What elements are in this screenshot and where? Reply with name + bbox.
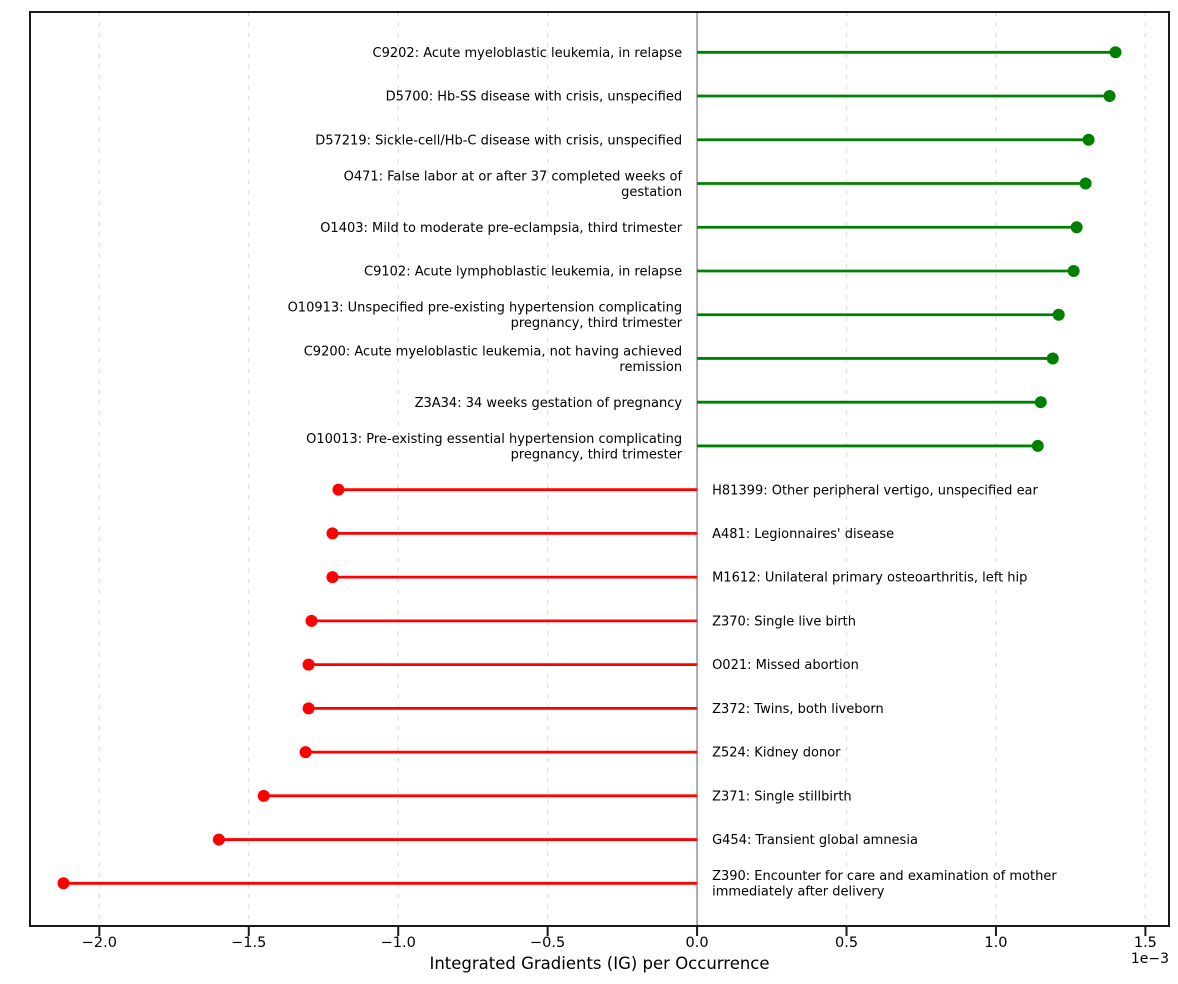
- x-tick-label: 1.0: [984, 935, 1007, 951]
- x-tick-label: 0.5: [835, 935, 858, 951]
- item-label-Z3A34: Z3A34: 34 weeks gestation of pregnancy: [415, 396, 683, 411]
- item-label-A481: A481: Legionnaires' disease: [712, 527, 894, 542]
- axis-offset-label: 1e−3: [1131, 951, 1169, 967]
- stem-layer: [57, 46, 1122, 890]
- label-layer: C9202: Acute myeloblastic leukemia, in r…: [288, 46, 1058, 900]
- x-axis-label: Integrated Gradients (IG) per Occurrence: [429, 954, 769, 973]
- dot-O1403: [1070, 221, 1083, 234]
- dot-C9102: [1067, 264, 1080, 277]
- x-axis: −2.0 −1.5 −1.0 −0.5 0.0 0.5 1.0 1.5: [82, 926, 1157, 951]
- item-label-O1403: O1403: Mild to moderate pre-eclampsia, t…: [320, 221, 683, 236]
- dot-Z371: [257, 789, 270, 802]
- item-label-H81399: H81399: Other peripheral vertigo, unspec…: [712, 483, 1038, 498]
- plot-frame: [29, 11, 1170, 927]
- x-tick-label: −1.0: [381, 935, 416, 951]
- dot-M1612: [326, 571, 339, 584]
- dot-C9200: [1046, 352, 1059, 365]
- item-label-O021: O021: Missed abortion: [712, 658, 859, 673]
- grid-layer: [98, 12, 1146, 926]
- dot-D57219: [1082, 133, 1095, 146]
- x-tick-label: −0.5: [530, 935, 565, 951]
- dot-O021: [302, 658, 315, 671]
- item-label-Z370: Z370: Single live birth: [712, 614, 856, 629]
- item-label-C9200: C9200: Acute myeloblastic leukemia, not …: [304, 344, 682, 375]
- item-label-G454: G454: Transient global amnesia: [712, 833, 918, 848]
- item-label-O10913: O10913: Unspecified pre-existing hyperte…: [288, 301, 683, 332]
- item-label-O471: O471: False labor at or after 37 complet…: [344, 169, 683, 200]
- dot-Z524: [299, 746, 312, 759]
- item-label-D5700: D5700: Hb-SS disease with crisis, unspec…: [386, 90, 682, 105]
- item-label-M1612: M1612: Unilateral primary osteoarthritis…: [712, 571, 1027, 586]
- dot-Z370: [305, 614, 318, 627]
- dot-O471: [1079, 177, 1092, 190]
- x-tick-label: 1.5: [1134, 935, 1157, 951]
- x-tick-label: −1.5: [231, 935, 266, 951]
- dot-Z3A34: [1034, 396, 1047, 409]
- item-label-Z390: Z390: Encounter for care and examination…: [712, 869, 1057, 900]
- dot-Z390: [57, 877, 70, 890]
- x-tick-label: 0.0: [686, 935, 709, 951]
- dot-O10013: [1031, 439, 1044, 452]
- dot-A481: [326, 527, 339, 540]
- item-label-C9102: C9102: Acute lymphoblastic leukemia, in …: [364, 265, 682, 280]
- item-label-Z372: Z372: Twins, both liveborn: [712, 702, 884, 717]
- item-label-C9202: C9202: Acute myeloblastic leukemia, in r…: [373, 46, 683, 61]
- item-label-Z371: Z371: Single stillbirth: [712, 789, 852, 804]
- dot-D5700: [1103, 90, 1116, 103]
- dot-O10913: [1052, 308, 1065, 321]
- item-label-D57219: D57219: Sickle-cell/Hb-C disease with cr…: [315, 133, 682, 148]
- x-tick-label: −2.0: [82, 935, 117, 951]
- item-label-Z524: Z524: Kidney donor: [712, 746, 841, 761]
- dot-G454: [212, 833, 225, 846]
- dot-Z372: [302, 702, 315, 715]
- dot-C9202: [1109, 46, 1122, 59]
- item-label-O10013: O10013: Pre-existing essential hypertens…: [306, 432, 683, 463]
- dot-H81399: [332, 483, 345, 496]
